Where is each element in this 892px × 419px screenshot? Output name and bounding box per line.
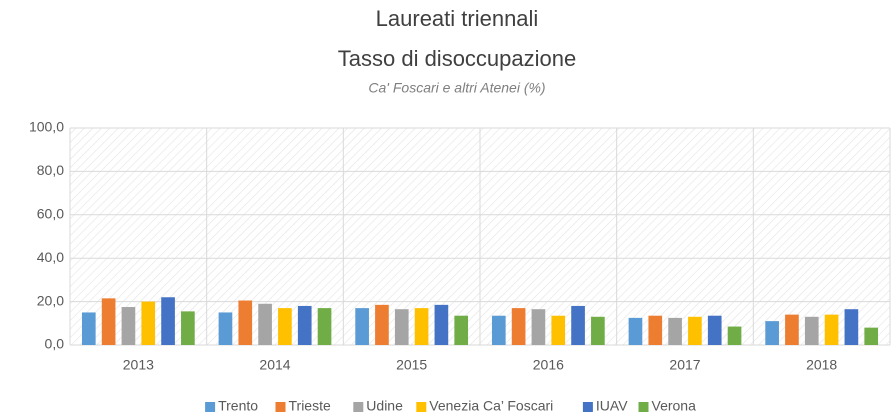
bar bbox=[317, 308, 332, 345]
bar bbox=[727, 326, 742, 345]
legend-label: Verona bbox=[652, 398, 697, 414]
legend-swatch bbox=[275, 402, 286, 412]
bar bbox=[278, 308, 292, 345]
chart-subtitle: Ca' Foscari e altri Atenei (%) bbox=[368, 80, 545, 96]
bar bbox=[81, 312, 96, 345]
bar bbox=[707, 315, 722, 345]
y-tick-label: 60,0 bbox=[37, 206, 64, 222]
bar bbox=[181, 311, 195, 345]
x-tick-label: 2015 bbox=[396, 357, 427, 373]
legend-swatch bbox=[638, 402, 649, 412]
y-tick-label: 0,0 bbox=[45, 336, 65, 352]
bar bbox=[591, 316, 605, 345]
bar bbox=[765, 321, 779, 345]
bar bbox=[434, 304, 449, 345]
bar bbox=[648, 315, 663, 345]
bar bbox=[258, 303, 272, 345]
legend-label: Udine bbox=[366, 398, 403, 414]
bar bbox=[551, 315, 566, 345]
bar bbox=[491, 315, 506, 345]
bar bbox=[161, 297, 175, 345]
bar bbox=[571, 305, 585, 345]
bar bbox=[864, 327, 879, 345]
bar bbox=[394, 309, 409, 345]
y-tick-label: 80,0 bbox=[37, 162, 64, 178]
legend-label: Trento bbox=[218, 398, 258, 414]
bar bbox=[804, 316, 819, 345]
chart-title: Tasso di disoccupazione bbox=[338, 46, 576, 71]
bar bbox=[414, 308, 429, 345]
y-tick-label: 100,0 bbox=[29, 119, 64, 135]
legend-label: Trieste bbox=[289, 398, 331, 414]
bar bbox=[121, 307, 136, 345]
bar bbox=[454, 315, 469, 345]
bar bbox=[824, 314, 839, 345]
bar bbox=[218, 312, 233, 345]
bar bbox=[668, 317, 682, 345]
legend-label: IUAV bbox=[596, 398, 628, 414]
bar bbox=[101, 298, 116, 345]
bar bbox=[511, 308, 526, 345]
bar bbox=[141, 301, 156, 345]
bar bbox=[531, 309, 546, 345]
y-tick-label: 20,0 bbox=[37, 292, 64, 308]
chart-title: Laureati triennali bbox=[376, 6, 539, 31]
x-tick-label: 2018 bbox=[806, 357, 837, 373]
bar bbox=[785, 314, 799, 345]
bar bbox=[688, 316, 702, 345]
bar bbox=[375, 304, 389, 345]
bar bbox=[238, 300, 253, 345]
bar bbox=[844, 309, 859, 345]
legend-label: Venezia Ca’ Foscari bbox=[429, 398, 553, 414]
legend-swatch bbox=[582, 402, 593, 412]
x-tick-label: 2013 bbox=[123, 357, 154, 373]
legend-swatch bbox=[353, 402, 364, 412]
x-tick-label: 2014 bbox=[259, 357, 290, 373]
legend-swatch bbox=[205, 402, 216, 412]
bar bbox=[355, 308, 369, 345]
y-tick-label: 40,0 bbox=[37, 249, 64, 265]
bar bbox=[297, 305, 312, 345]
legend-swatch bbox=[416, 402, 427, 412]
bar bbox=[628, 317, 643, 345]
x-tick-label: 2016 bbox=[533, 357, 564, 373]
x-tick-label: 2017 bbox=[669, 357, 700, 373]
